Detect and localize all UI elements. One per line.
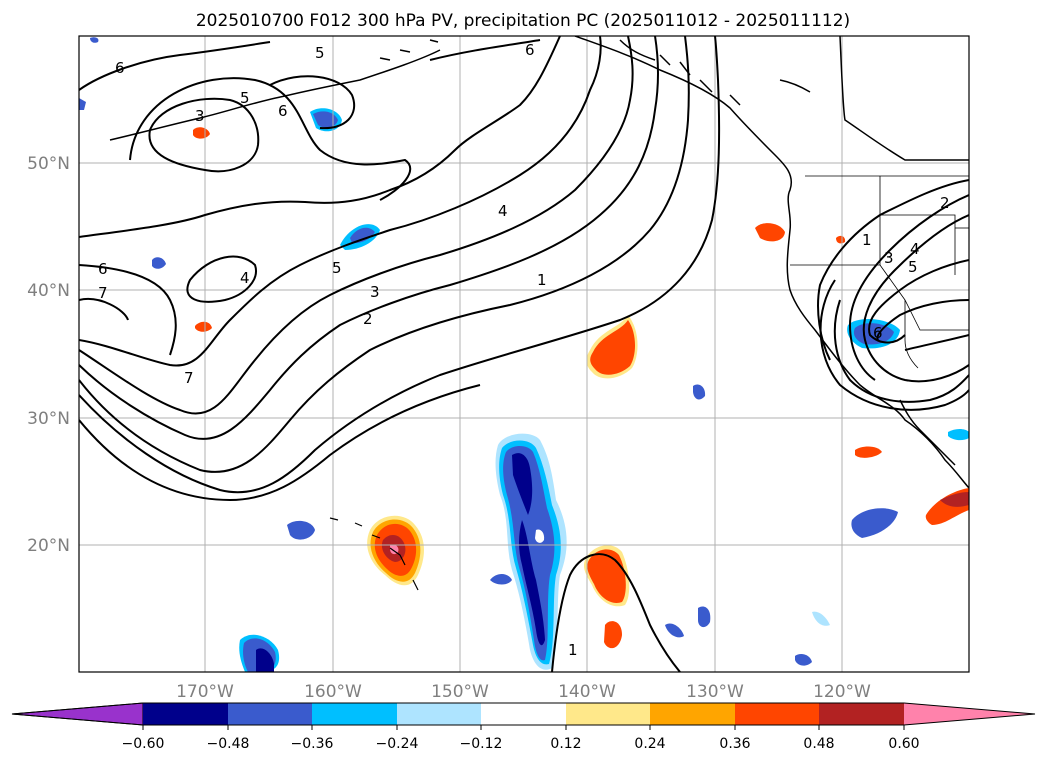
contour-label: 4 (910, 240, 920, 258)
map-frame (78, 35, 970, 673)
colorbar-bin (312, 703, 397, 725)
contour-label: 6 (98, 260, 108, 278)
colorbar-tick: 0.36 (719, 736, 750, 752)
colorbar-tick: −0.12 (460, 736, 503, 752)
colorbar-extend-high (904, 703, 1035, 725)
lon-label: 150°W (431, 682, 489, 702)
colorbar-tick: 0.60 (888, 736, 919, 752)
contour-label: 7 (98, 284, 108, 302)
contour-label: 5 (240, 89, 250, 107)
lat-label: 50°N (27, 154, 70, 174)
contour-label: 6 (115, 59, 125, 77)
contour-label: 1 (537, 271, 547, 289)
contour-label: 4 (498, 202, 508, 220)
lon-label: 140°W (558, 682, 616, 702)
colorbar-bin (481, 703, 566, 725)
colorbar-bin (566, 703, 650, 725)
colorbar-bin (819, 703, 904, 725)
contour-label: 2 (940, 194, 950, 212)
contour-label: 6 (525, 41, 535, 59)
figure-title: 2025010700 F012 300 hPa PV, precipitatio… (196, 11, 850, 31)
longitude-labels: 170°W 160°W 150°W 140°W 130°W 120°W (176, 682, 871, 702)
colorbar-tick: 0.48 (803, 736, 834, 752)
lat-label: 30°N (27, 409, 70, 429)
islands (329, 517, 419, 591)
map-panel: 6 5 3 5 6 6 4 5 3 2 1 6 7 4 7 1 2 4 3 1 … (79, 36, 969, 672)
colorbar-bin (397, 703, 481, 725)
contour-label: 5 (315, 44, 325, 62)
colorbar-bin (650, 703, 735, 725)
contour-label: 3 (195, 107, 205, 125)
colorbar-tick: −0.48 (207, 736, 250, 752)
lat-label: 20°N (27, 536, 70, 556)
gridlines (79, 36, 969, 672)
colorbar-tick: 0.12 (550, 736, 581, 752)
colorbar-tick: −0.60 (122, 736, 165, 752)
contour-label: 7 (184, 369, 194, 387)
colorbar: −0.60 −0.48 −0.36 −0.24 −0.12 0.12 0.24 … (11, 702, 1036, 752)
lat-label: 40°N (27, 281, 70, 301)
lon-label: 120°W (813, 682, 871, 702)
contour-label: 5 (332, 259, 342, 277)
pv-contours (79, 36, 969, 672)
colorbar-tick: −0.24 (376, 736, 419, 752)
lon-label: 170°W (176, 682, 234, 702)
contour-label: 3 (884, 249, 894, 267)
lon-label: 160°W (304, 682, 362, 702)
contour-label: 6 (873, 324, 883, 342)
colorbar-bin (143, 703, 228, 725)
colorbar-tick: −0.36 (291, 736, 334, 752)
contour-labels: 6 5 3 5 6 6 4 5 3 2 1 6 7 4 7 1 2 4 3 1 … (98, 41, 950, 659)
contour-label: 2 (363, 310, 373, 328)
state-borders (790, 175, 969, 369)
contour-label: 3 (370, 283, 380, 301)
colorbar-tick: 0.24 (634, 736, 665, 752)
contour-label: 4 (240, 269, 250, 287)
contour-label: 1 (862, 231, 872, 249)
latitude-labels: 50°N 40°N 30°N 20°N (27, 154, 70, 556)
colorbar-extend-low (11, 702, 144, 726)
lon-label: 130°W (686, 682, 744, 702)
colorbar-bin (735, 703, 819, 725)
colorbar-bin (228, 703, 312, 725)
contour-label: 5 (908, 258, 918, 276)
contour-label: 1 (568, 641, 578, 659)
precipitation-shading (79, 37, 969, 672)
contour-label: 6 (278, 102, 288, 120)
